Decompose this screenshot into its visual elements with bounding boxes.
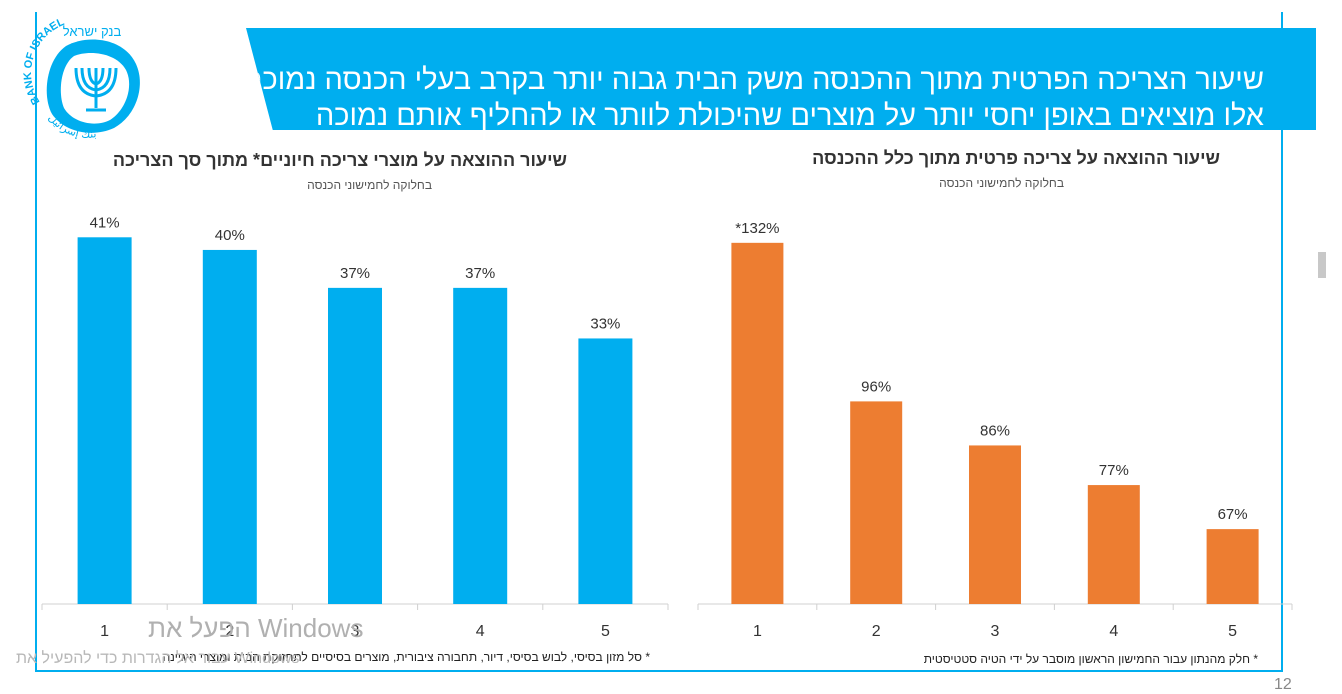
left-category-label-4: 4 (476, 623, 485, 640)
menorah-icon (74, 67, 118, 112)
slide-title-line-1: שיעור הצריכה הפרטית מתוך ההכנסה משק הבית… (236, 64, 1264, 96)
right-category-label-2: 2 (872, 623, 881, 640)
left-chart-footnote: * סל מזון בסיסי, לבוש בסיסי, דיור, תחבור… (162, 650, 650, 664)
left-category-label-5: 5 (601, 623, 610, 640)
right-category-label-4: 4 (1109, 623, 1118, 640)
right-data-label-5: 67% (1218, 506, 1248, 523)
right-chart-subtitle: בחלוקה לחמישוני הכנסה (939, 176, 1064, 190)
left-category-label-1: 1 (100, 623, 109, 640)
left-data-label-1: 41% (90, 214, 120, 231)
right-chart-footnote: * חלק מהנתון עבור החמישון הראשון מוסבר ע… (923, 652, 1258, 666)
left-bar-5 (578, 338, 633, 604)
right-data-label-4: 77% (1099, 462, 1129, 479)
logo-text-he: בנק ישראל (63, 24, 122, 39)
left-data-label-4: 37% (465, 265, 495, 282)
left-bar-2 (202, 249, 257, 604)
left-category-label-3: 3 (351, 623, 360, 640)
left-data-label-3: 37% (340, 265, 370, 282)
activate-windows-hint: עבור אל הגדרות כדי להפעיל את Windows (16, 650, 300, 667)
left-data-label-5: 33% (590, 315, 620, 332)
left-bar-4 (453, 287, 508, 604)
title-banner: שיעור הצריכה הפרטית מתוך ההכנסה משק הבית… (246, 28, 1316, 130)
right-category-label-5: 5 (1228, 623, 1237, 640)
right-data-label-1: *132% (735, 220, 779, 237)
left-chart-title: שיעור ההוצאה על מוצרי צריכה חיוניים* מתו… (112, 150, 567, 170)
right-bar-4 (1087, 485, 1140, 604)
slide-title-line-2: אלו מוציאים באופן יחסי יותר על מוצרים שה… (315, 100, 1264, 132)
right-category-label-3: 3 (991, 623, 1000, 640)
left-data-label-2: 40% (215, 227, 245, 244)
right-bar-2 (850, 401, 903, 604)
right-bar-3 (969, 445, 1021, 604)
page-number: 12 (1274, 676, 1292, 693)
right-chart-title: שיעור ההוצאה על צריכה פרטית מתוך כלל ההכ… (812, 148, 1220, 168)
left-bar-1 (77, 237, 132, 604)
right-bar-1 (731, 242, 784, 604)
right-category-label-1: 1 (753, 623, 762, 640)
bank-of-israel-logo: BANK OF ISRAEL בנק ישראל بنك إسرائيل (22, 16, 140, 141)
left-bar-3 (328, 287, 382, 604)
right-data-label-3: 86% (980, 422, 1010, 439)
left-chart-subtitle: בחלוקה לחמישוני הכנסה (307, 178, 432, 192)
right-data-label-2: 96% (861, 378, 891, 395)
left-bar-chart: 41% 1 40% 2 37% 3 37% 4 33% 5 (41, 214, 669, 640)
right-bar-chart: *132% 1 96% 2 86% 3 77% 4 67% 5 (697, 220, 1293, 640)
scrollbar-thumb[interactable] (1318, 252, 1326, 278)
right-bar-5 (1206, 529, 1259, 604)
activate-windows-watermark: הפעל את Windows (148, 613, 364, 643)
left-category-label-2: 2 (225, 623, 234, 640)
